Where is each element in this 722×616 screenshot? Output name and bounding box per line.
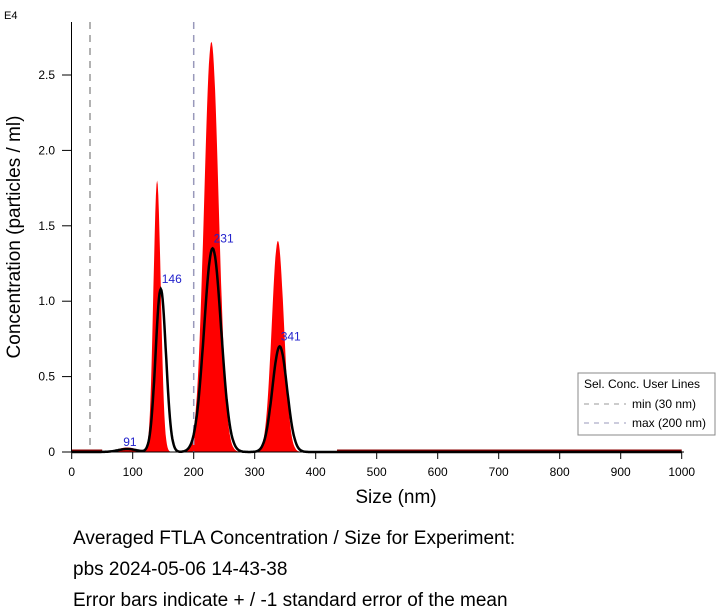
x-tick-label: 0	[68, 465, 75, 479]
y-tick-label: 1.0	[38, 294, 55, 308]
legend-max-label: max (200 nm)	[632, 416, 706, 430]
x-tick-label: 300	[245, 465, 265, 479]
y-axis-label: Concentration (particles / ml)	[4, 116, 25, 359]
y-tick-label: 0.5	[38, 370, 55, 384]
x-tick-label: 500	[367, 465, 387, 479]
peak-label: 231	[214, 231, 234, 245]
x-axis-label: Size (nm)	[355, 487, 436, 508]
y-tick-label: 0	[48, 445, 55, 459]
y-tick-label: 1.5	[38, 219, 55, 233]
caption-experiment: pbs 2024-05-06 14-43-38	[73, 559, 288, 580]
legend-title: Sel. Conc. User Lines	[584, 377, 700, 391]
y-tick-label: 2.5	[38, 68, 55, 82]
legend-min-label: min (30 nm)	[632, 397, 696, 411]
caption-title: Averaged FTLA Concentration / Size for E…	[73, 528, 516, 549]
peak-label: 91	[123, 435, 137, 449]
x-tick-label: 200	[184, 465, 204, 479]
x-tick-label: 900	[611, 465, 631, 479]
caption-error-note: Error bars indicate + / -1 standard erro…	[73, 590, 508, 611]
peak-label: 146	[162, 272, 182, 286]
peak-label: 341	[281, 329, 301, 343]
error-band-area	[71, 41, 338, 453]
x-tick-label: 700	[489, 465, 509, 479]
x-tick-label: 800	[550, 465, 570, 479]
x-tick-label: 600	[428, 465, 448, 479]
y-tick-label: 2.0	[38, 143, 55, 157]
x-tick-label: 400	[306, 465, 326, 479]
concentration-size-chart: E4 91 146 231 341 0 100 200 300 400 500 600 700 800…	[4, 10, 716, 508]
x-tick-label: 1000	[668, 465, 695, 479]
exponent-label: E4	[4, 10, 17, 22]
legend: Sel. Conc. User Lines min (30 nm) max (2…	[577, 372, 716, 436]
x-tick-label: 100	[123, 465, 143, 479]
